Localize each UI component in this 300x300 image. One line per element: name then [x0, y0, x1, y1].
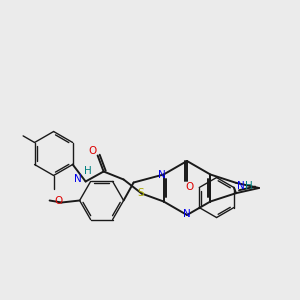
- Text: O: O: [88, 146, 97, 155]
- Text: O: O: [55, 196, 63, 206]
- Text: O: O: [185, 182, 193, 192]
- Text: N: N: [237, 181, 245, 191]
- Text: N: N: [74, 175, 82, 184]
- Text: N: N: [158, 169, 166, 179]
- Text: S: S: [137, 188, 144, 197]
- Text: H: H: [245, 181, 253, 191]
- Text: H: H: [84, 167, 92, 176]
- Text: N: N: [183, 209, 191, 219]
